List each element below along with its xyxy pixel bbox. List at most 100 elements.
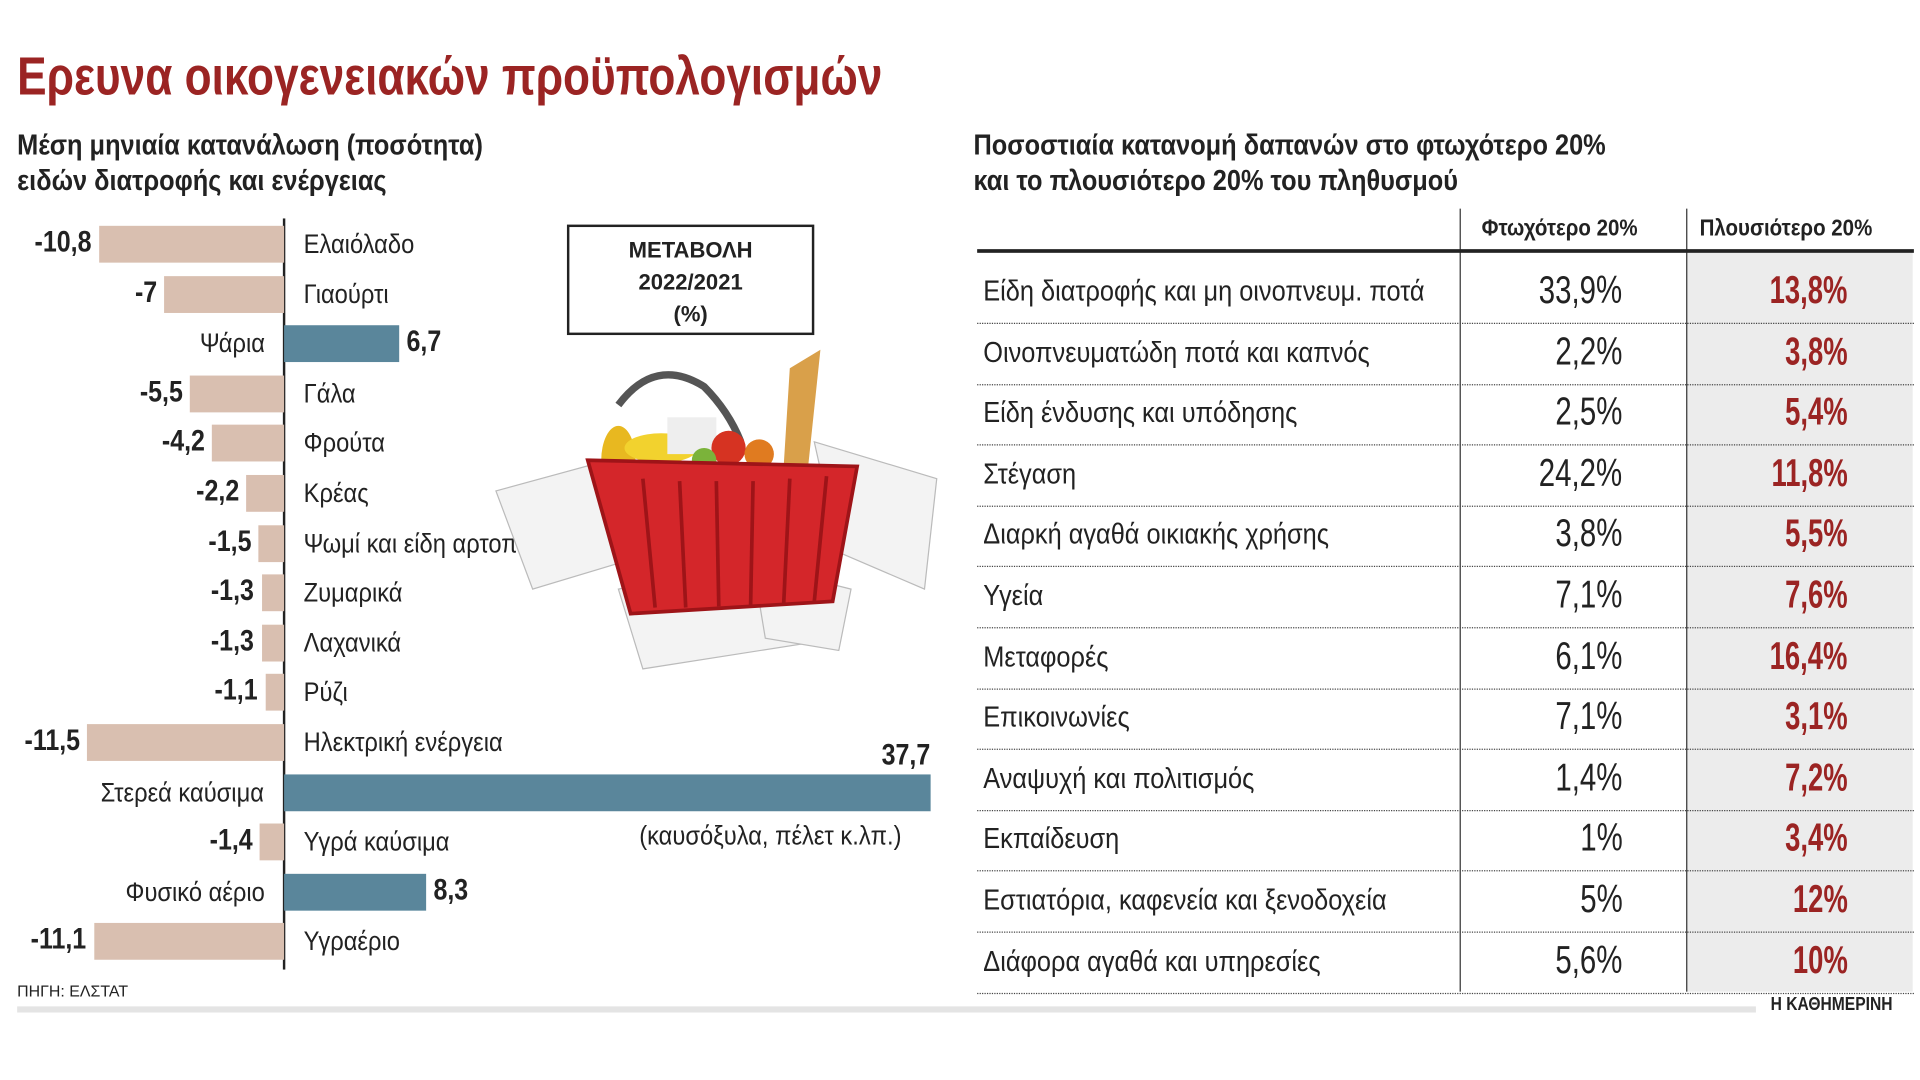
source-label: ΠΗΓΗ: ΕΛΣΤΑΤ	[17, 981, 129, 1001]
richest-value: 16,4%	[1769, 632, 1848, 677]
poorest-value: 6,1%	[1555, 632, 1623, 677]
table-row: Είδη ένδυσης και υπόδησης 2,5% 5,4%	[977, 384, 1914, 446]
bar-9	[265, 674, 285, 712]
table-row: Εκπαίδευση 1% 3,4%	[977, 810, 1914, 872]
richest-value: 11,8%	[1771, 450, 1848, 495]
bar-11	[284, 773, 931, 811]
poorest-value: 33,9%	[1539, 267, 1623, 312]
poorest-value: 2,5%	[1555, 389, 1623, 434]
rich-column-bg	[1687, 251, 1913, 992]
table-row: Υγεία 7,1% 7,6%	[977, 567, 1914, 629]
poorest-value: 2,2%	[1555, 328, 1623, 373]
bar-10	[86, 724, 285, 761]
bar-13	[284, 873, 427, 911]
table-row: Στέγαση 24,2% 11,8%	[977, 445, 1914, 507]
value-label: -1,4	[209, 823, 253, 857]
header-rule	[977, 249, 1914, 253]
header-richest: Πλουσιότερο 20%	[1699, 216, 1873, 242]
category-label: Γιαούρτι	[303, 278, 389, 309]
poorest-value: 24,2%	[1539, 450, 1623, 495]
page-title: Ερευνα οικογενειακών προϋπολογισμών	[17, 46, 883, 107]
value-label: -2,2	[195, 474, 240, 509]
category-label: Γάλα	[303, 377, 356, 409]
box-line: 2022/2021	[638, 270, 743, 295]
value-label: 8,3	[433, 873, 469, 907]
value-label: -11,5	[24, 724, 80, 758]
bar-4	[212, 425, 285, 462]
subtitle-line: Ποσοστιαία κατανομή δαπανών στο φτωχότερ…	[973, 128, 1606, 161]
richest-value: 12%	[1792, 876, 1848, 921]
left-subtitle: Μέση μηνιαία κατανάλωση (ποσότητα) ειδών…	[17, 128, 483, 199]
subtitle-line: και το πλουσιότερο 20% του πληθυσμού	[973, 164, 1459, 197]
value-label: -1,3	[211, 624, 255, 658]
table-row: Μεταφορές 6,1% 16,4%	[977, 628, 1914, 690]
subtitle-line: Μέση μηνιαία κατανάλωση (ποσότητα)	[17, 128, 483, 161]
category-cell: Αναψυχή και πολιτισμός	[983, 761, 1255, 794]
category-label: Φυσικό αέριο	[125, 876, 265, 907]
category-cell: Διαρκή αγαθά οικιακής χρήσης	[983, 518, 1329, 551]
brand-logo: Η ΚΑΘΗΜΕΡΙΝΗ	[1770, 994, 1893, 1015]
subtitle-line: ειδών διατροφής και ενέργειας	[17, 164, 387, 197]
category-label: Ψάρια	[199, 327, 265, 359]
table-row: Εστιατόρια, καφενεία και ξενοδοχεία 5% 12%	[977, 871, 1914, 933]
bar-0	[98, 225, 285, 263]
category-cell: Στέγαση	[983, 457, 1077, 490]
bar-1	[164, 275, 285, 313]
poorest-value: 1,4%	[1555, 754, 1623, 799]
column-divider	[1459, 208, 1461, 992]
value-label: -1,1	[214, 674, 258, 708]
category-cell: Επικοινωνίες	[983, 701, 1130, 733]
box-line: (%)	[673, 301, 708, 327]
right-subtitle: Ποσοστιαία κατανομή δαπανών στο φτωχότερ…	[973, 128, 1605, 199]
value-label: -7	[134, 275, 157, 309]
category-cell: Μεταφορές	[983, 640, 1109, 673]
value-label: -1,3	[211, 574, 255, 608]
value-label: -10,8	[34, 225, 92, 259]
poorest-value: 1%	[1579, 815, 1623, 860]
richest-value: 3,1%	[1785, 693, 1848, 738]
column-divider	[1686, 208, 1688, 992]
richest-value: 3,8%	[1785, 328, 1848, 373]
bar-7	[261, 574, 285, 612]
category-label: Λαχανικά	[303, 626, 402, 658]
value-label: -5,5	[139, 375, 183, 409]
category-label: Ηλεκτρική ενέργεια	[303, 726, 503, 758]
bar-6	[258, 524, 285, 562]
poorest-value: 7,1%	[1555, 571, 1623, 617]
category-cell: Εκπαίδευση	[983, 822, 1120, 855]
richest-value: 10%	[1792, 937, 1848, 982]
category-cell: Είδη ένδυσης και υπόδησης	[983, 396, 1298, 429]
category-label: Ελαιόλαδο	[303, 228, 415, 259]
header-poorest: Φτωχότερο 20%	[1481, 216, 1638, 242]
category-label: Ρύζι	[303, 676, 348, 708]
category-label: Υγραέριο	[303, 925, 400, 957]
value-label: 6,7	[406, 325, 442, 359]
table-row: Διαρκή αγαθά οικιακής χρήσης 3,8% 5,5%	[977, 506, 1914, 568]
category-cell: Εστιατόρια, καφενεία και ξενοδοχεία	[983, 883, 1387, 916]
legend-box: ΜΕΤΑΒΟΛΗ 2022/2021 (%)	[566, 224, 815, 336]
category-label: Ζυμαρικά	[303, 577, 403, 608]
table-row: Είδη διατροφής και μη οινοπνευμ. ποτά 33,…	[977, 263, 1914, 325]
richest-value: 13,8%	[1769, 267, 1848, 312]
poorest-value: 7,1%	[1555, 693, 1623, 738]
chart-note: (καυσόξυλα, πέλετ κ.λπ.)	[639, 819, 902, 851]
category-label: Κρέας	[303, 477, 369, 509]
richest-value: 3,4%	[1785, 815, 1848, 860]
value-label: -1,5	[207, 524, 252, 558]
richest-value: 7,2%	[1785, 754, 1848, 799]
bar-5	[246, 474, 285, 512]
category-cell: Είδη διατροφής και μη οινοπνευμ. ποτά	[983, 274, 1425, 307]
shopping-basket-illustration	[495, 349, 938, 670]
table-row: Διάφορα αγαθά και υπηρεσίες 5,6% 10%	[977, 932, 1914, 994]
richest-value: 5,5%	[1785, 511, 1848, 556]
bar-14	[93, 923, 285, 961]
category-label: Υγρά καύσιμα	[303, 826, 450, 857]
category-cell: Οινοπνευματώδη ποτά και καπνός	[983, 335, 1370, 368]
poorest-value: 5%	[1579, 876, 1623, 921]
value-label: 37,7	[881, 738, 931, 772]
category-cell: Υγεία	[983, 579, 1044, 612]
table-row: Επικοινωνίες 7,1% 3,1%	[977, 689, 1914, 751]
category-label: Στερεά καύσιμα	[101, 776, 265, 808]
value-label: -11,1	[30, 923, 87, 957]
